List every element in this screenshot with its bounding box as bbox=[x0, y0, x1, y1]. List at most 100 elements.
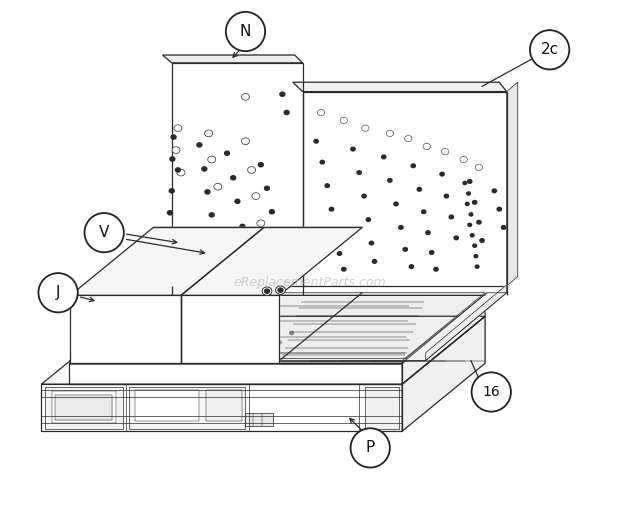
Circle shape bbox=[205, 190, 210, 194]
Circle shape bbox=[105, 346, 109, 349]
Circle shape bbox=[445, 194, 448, 198]
Ellipse shape bbox=[84, 213, 124, 252]
Text: N: N bbox=[240, 24, 251, 39]
Circle shape bbox=[497, 208, 502, 211]
Circle shape bbox=[172, 147, 180, 154]
Circle shape bbox=[337, 252, 342, 256]
Circle shape bbox=[467, 180, 472, 183]
Polygon shape bbox=[402, 295, 485, 384]
Circle shape bbox=[112, 336, 115, 338]
Circle shape bbox=[276, 233, 280, 238]
Circle shape bbox=[209, 213, 214, 217]
Polygon shape bbox=[42, 316, 485, 384]
Polygon shape bbox=[42, 384, 402, 431]
Circle shape bbox=[241, 93, 249, 100]
Circle shape bbox=[480, 239, 484, 242]
Circle shape bbox=[265, 289, 270, 293]
Circle shape bbox=[492, 189, 497, 193]
Circle shape bbox=[342, 267, 346, 271]
Circle shape bbox=[340, 117, 347, 124]
Polygon shape bbox=[365, 387, 399, 429]
Polygon shape bbox=[425, 285, 507, 361]
Circle shape bbox=[423, 143, 430, 149]
Circle shape bbox=[208, 156, 216, 163]
Circle shape bbox=[430, 251, 434, 254]
Circle shape bbox=[466, 202, 469, 205]
Circle shape bbox=[231, 176, 236, 180]
Circle shape bbox=[277, 341, 281, 344]
Circle shape bbox=[325, 184, 329, 187]
Polygon shape bbox=[70, 295, 181, 363]
Circle shape bbox=[357, 171, 361, 174]
Circle shape bbox=[411, 164, 415, 167]
Circle shape bbox=[381, 155, 386, 159]
Circle shape bbox=[177, 169, 185, 176]
Circle shape bbox=[262, 287, 272, 295]
Circle shape bbox=[399, 225, 403, 229]
Circle shape bbox=[167, 211, 172, 215]
Polygon shape bbox=[303, 91, 507, 286]
Ellipse shape bbox=[226, 12, 265, 51]
Circle shape bbox=[405, 136, 412, 142]
Circle shape bbox=[388, 178, 392, 182]
Polygon shape bbox=[405, 293, 507, 361]
Polygon shape bbox=[129, 387, 246, 429]
Circle shape bbox=[476, 265, 479, 268]
Circle shape bbox=[469, 213, 473, 216]
Circle shape bbox=[171, 135, 176, 139]
Polygon shape bbox=[172, 63, 303, 286]
Circle shape bbox=[468, 223, 472, 227]
Polygon shape bbox=[52, 391, 117, 423]
Circle shape bbox=[240, 224, 245, 229]
Text: J: J bbox=[56, 285, 60, 300]
Circle shape bbox=[477, 220, 481, 224]
Circle shape bbox=[175, 168, 180, 172]
Circle shape bbox=[440, 172, 445, 176]
Circle shape bbox=[454, 236, 458, 240]
Polygon shape bbox=[69, 361, 402, 364]
Circle shape bbox=[81, 338, 84, 341]
Circle shape bbox=[74, 346, 78, 349]
Polygon shape bbox=[246, 413, 273, 426]
Circle shape bbox=[241, 138, 249, 145]
Circle shape bbox=[243, 246, 248, 250]
Polygon shape bbox=[206, 390, 242, 421]
Polygon shape bbox=[70, 228, 264, 295]
Circle shape bbox=[467, 192, 471, 195]
Polygon shape bbox=[181, 228, 362, 295]
Circle shape bbox=[278, 288, 283, 292]
Circle shape bbox=[471, 234, 474, 237]
Circle shape bbox=[169, 189, 174, 193]
Circle shape bbox=[441, 148, 449, 155]
Circle shape bbox=[422, 210, 426, 214]
Circle shape bbox=[174, 125, 182, 131]
Circle shape bbox=[332, 231, 337, 234]
Circle shape bbox=[361, 125, 369, 131]
Polygon shape bbox=[293, 82, 507, 91]
Polygon shape bbox=[162, 55, 303, 63]
Circle shape bbox=[214, 183, 222, 190]
Circle shape bbox=[373, 260, 377, 263]
Text: P: P bbox=[366, 440, 375, 456]
Circle shape bbox=[474, 254, 478, 258]
Circle shape bbox=[224, 151, 229, 155]
Circle shape bbox=[317, 109, 325, 116]
Circle shape bbox=[409, 265, 414, 268]
Polygon shape bbox=[135, 390, 200, 421]
Polygon shape bbox=[181, 295, 279, 363]
Circle shape bbox=[463, 182, 467, 185]
Polygon shape bbox=[45, 387, 123, 429]
Circle shape bbox=[403, 248, 407, 251]
Circle shape bbox=[370, 241, 374, 245]
Ellipse shape bbox=[530, 30, 569, 69]
Circle shape bbox=[426, 231, 430, 234]
Circle shape bbox=[270, 210, 275, 214]
Circle shape bbox=[284, 110, 289, 115]
Circle shape bbox=[329, 208, 334, 211]
Text: V: V bbox=[99, 225, 109, 240]
Circle shape bbox=[314, 139, 318, 143]
Polygon shape bbox=[69, 293, 485, 361]
Circle shape bbox=[205, 130, 213, 137]
Circle shape bbox=[276, 286, 285, 294]
Circle shape bbox=[473, 244, 477, 247]
